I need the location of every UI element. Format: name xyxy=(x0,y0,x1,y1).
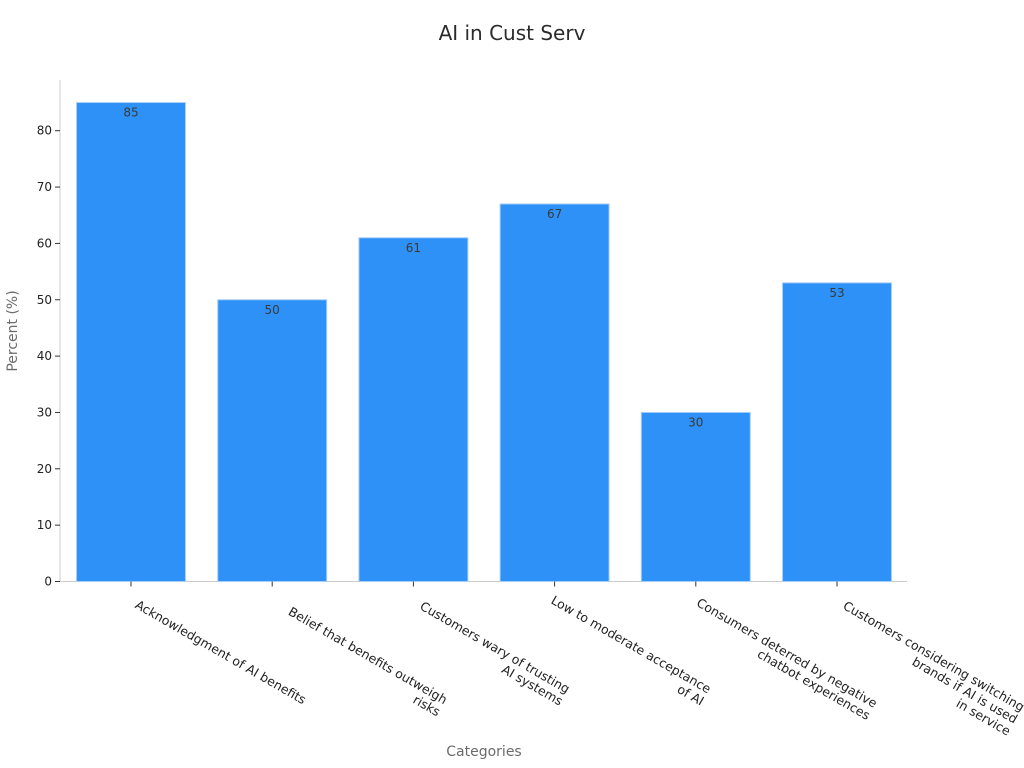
x-tick-label: Belief that benefits outweighrisks xyxy=(279,604,450,720)
y-tick-label: 10 xyxy=(37,518,52,532)
bar xyxy=(76,102,186,582)
y-tick-label: 40 xyxy=(37,349,52,363)
bar-data-label: 67 xyxy=(547,207,562,221)
y-tick-label: 0 xyxy=(44,575,52,589)
bar xyxy=(782,282,892,582)
x-axis-title: Categories xyxy=(446,744,521,760)
y-axis-title: Percent (%) xyxy=(5,290,21,371)
bar xyxy=(499,203,610,583)
plot-area: 0 10 20 30 40 50 60 70 80 85 Acknowledgment of AI … xyxy=(37,80,1024,739)
y-tick-label: 20 xyxy=(37,462,52,476)
bar-data-label: 61 xyxy=(406,241,421,255)
bar xyxy=(640,411,751,582)
bar xyxy=(217,299,328,582)
x-tick-label: Customers considering switchingbrands if… xyxy=(827,598,1024,739)
y-tick-label: 30 xyxy=(37,405,52,419)
x-tick-label: Acknowledgment of AI benefits xyxy=(133,597,309,707)
y-tick-label: 70 xyxy=(37,180,52,194)
bar-data-label: 30 xyxy=(688,415,703,429)
bar-data-label: 50 xyxy=(265,303,280,317)
chart-title: AI in Cust Serv xyxy=(439,21,586,45)
y-tick-label: 80 xyxy=(37,124,52,138)
bar-data-label: 53 xyxy=(829,286,844,300)
bar xyxy=(358,237,469,583)
bar-data-label: 85 xyxy=(123,106,138,120)
y-tick-label: 60 xyxy=(37,236,52,250)
y-tick-label: 50 xyxy=(37,293,52,307)
